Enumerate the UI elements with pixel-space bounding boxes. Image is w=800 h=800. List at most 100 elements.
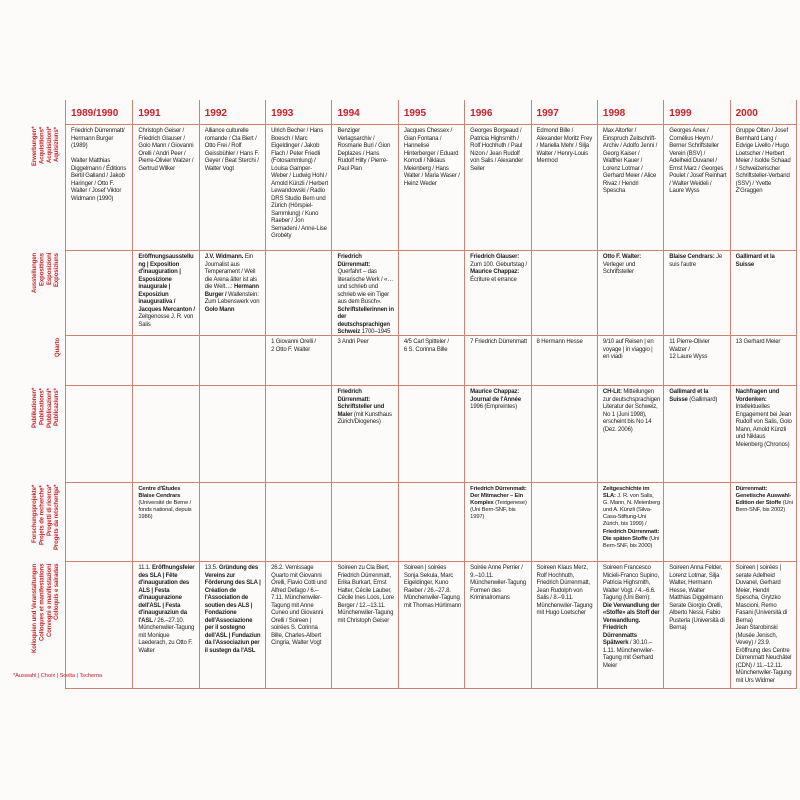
cell-kolloquien-1995: Soireen | soirées Sonja Sekula, Marc Eig… <box>397 561 465 688</box>
cell-text: Jacques Chessex / Gian Fontana / Hanneli… <box>403 128 460 187</box>
cell-quarto-1996: 7 Friedrich Dürrenmatt <box>464 335 531 385</box>
cell-text: (mit Kunsthaus Zürich/Diogenes) <box>337 411 392 426</box>
cell-text-bold: Gallimard et la Suisse <box>735 254 775 268</box>
cell-text: Soireen zu Cla Biert, Friedrich Dürrenma… <box>337 565 394 624</box>
cell-text: 13.5. <box>204 565 219 571</box>
cell-text: 1 Giovanni Orelli / 2 Otto F. Walter <box>271 339 316 353</box>
year-header-1998: 1998 <box>596 100 663 124</box>
cell-ausstellungen-1999: Blaise Cendrars: Je suis l'autre <box>663 250 730 335</box>
cell-ausstellungen-1994: Friedrich Dürrenmatt: Querfahrt – das li… <box>331 250 398 336</box>
cell-text: 11.1. <box>138 565 153 571</box>
cell-text: 8 Hermann Hesse <box>536 339 583 345</box>
cell-publikationen-1991 <box>132 385 199 482</box>
cell-publikationen-2000: Nachfragen und Vordenken: Intellektuelle… <box>729 385 796 482</box>
cell-publikationen-1997 <box>530 385 597 482</box>
cell-text: 1700–1945 <box>360 329 391 335</box>
year-header-1992: 1992 <box>198 100 265 124</box>
cell-text-bold: Maurice Chappaz: <box>470 269 520 275</box>
cell-text: Wallenstein: Zum Lebenswerk von <box>204 291 260 306</box>
cell-ausstellungen-1996: Friedrich Glauser: Zum 100. Geburtstag /… <box>464 250 531 335</box>
row-label-kolloquien: Kolloquien und Veranstaltungen Colloques… <box>32 564 61 654</box>
cell-text-bold: Eröffnungsausstellung | Exposition d'ina… <box>138 254 195 313</box>
cell-quarto-1994: 3 Andri Peer <box>331 335 398 385</box>
cell-text: 26.2. Vernissage Quarto mit Giovanni Ore… <box>271 565 327 646</box>
row-label-ausstellungen: Ausstellungen Expositions Esposizioni Ex… <box>32 253 61 294</box>
cell-kolloquien-1997: Soireen Klaus Merz, Rolf Hochhuth, Fried… <box>530 561 597 688</box>
cell-text: Soireen Klaus Merz, Rolf Hochhuth, Fried… <box>536 565 593 616</box>
cell-text: 7 Friedrich Dürrenmatt <box>470 339 527 345</box>
row-label-quarto: Quarto <box>54 338 61 358</box>
cell-text: Soireen | soirées Sonja Sekula, Marc Eig… <box>403 565 462 609</box>
cell-text: Georges Anex / Cornélius Heym / Berner S… <box>669 128 727 194</box>
cell-forschungsprojekte-1993 <box>265 482 332 561</box>
year-header-1994: 1994 <box>331 100 397 124</box>
cell-ausstellungen-1998: Otto F. Walter: Verleger und Schriftstel… <box>596 250 664 335</box>
cell-publikationen-1998: CH-Lit: Mitteilungen zur deutschsprachig… <box>596 385 664 482</box>
cell-kolloquien-1996: Soirée Anne Perrier / 9.–10.11. Münchenw… <box>464 561 531 688</box>
cell-forschungsprojekte-1998: Zeitgeschichte im SLA: J. R. von Salis, … <box>596 482 664 561</box>
cell-erwerbungen-1994: Benziger Verlagsarchiv / Rosmarie Buri /… <box>331 124 398 250</box>
timeline-grid: 1989/1990 1991 1992 1993 1994 1995 1996 … <box>65 100 797 689</box>
year-header-1993: 1993 <box>265 100 331 124</box>
cell-text-bold: J.V. Widmann. <box>204 254 244 260</box>
year-header-1999: 1999 <box>663 100 729 124</box>
cell-erwerbungen-1995: Jacques Chessex / Gian Fontana / Hanneli… <box>397 124 465 250</box>
cell-ausstellungen-1995 <box>397 250 465 335</box>
cell-ausstellungen-1992: J.V. Widmann. Ein Journalist aus Tempera… <box>198 250 266 335</box>
year-header-1989-1990: 1989/1990 <box>71 108 119 119</box>
cell-forschungsprojekte-1994 <box>331 482 398 561</box>
cell-text: 3 Andri Peer <box>337 339 369 345</box>
cell-erwerbungen-2000: Gruppe Olten / Josef Bernhard Lang / Edv… <box>729 124 796 250</box>
cell-publikationen-1996: Maurice Chappaz: Journal de l'Année 1996… <box>464 385 531 482</box>
cell-quarto-1998: 9/10 auf Reisen | en voyage | in viaggio… <box>596 335 664 385</box>
cell-text-bold: Gründung des Vereins zur Förderung des S… <box>204 565 261 654</box>
cell-text: Zum 100. Geburtstag / <box>470 261 528 268</box>
cell-text: Ein Journalist aus Temperament / Weil di… <box>204 254 257 290</box>
cell-publikationen-1995 <box>397 385 465 482</box>
cell-text: Christoph Geiser / Friedrich Glauser / G… <box>138 128 194 172</box>
cell-ausstellungen-1991: Eröffnungsausstellung | Exposition d'ina… <box>132 250 199 335</box>
year-header-2000: 2000 <box>729 100 796 124</box>
cell-quarto-1992 <box>198 335 266 385</box>
cell-text: Soirée Anne Perrier / 9.–10.11. Münchenw… <box>470 565 527 601</box>
cell-text: Écriture et errance <box>470 276 517 283</box>
cell-kolloquien-1991: 11.1. Eröffnungsfeier des SLA | Fête d'i… <box>132 561 199 688</box>
cell-quarto-1997: 8 Hermann Hesse <box>530 335 597 385</box>
cell-text: Ulrich Becher / Hans Boesch / Marc Eigel… <box>271 128 328 239</box>
cell-text-bold: Otto F. Walter: <box>602 254 642 260</box>
cell-erwerbungen-1992: Alliance culturelle romande / Cla Biert … <box>198 124 266 250</box>
cell-text: / 26.–27.10. Münchenwiler-Tagung mit Mon… <box>138 617 195 654</box>
cell-text: Alliance culturelle romande / Cla Biert … <box>204 128 259 172</box>
cell-forschungsprojekte-1992 <box>198 482 266 561</box>
cell-text: Georges Borgeaud / Patricia Highsmith / … <box>470 128 524 172</box>
cell-text-bold: Schriftstellerinnen in der deutschsprach… <box>337 306 394 336</box>
cell-text-bold: Friedrich Dürrenmatt: Die späten Stoffe <box>602 528 660 542</box>
cell-kolloquien-1998: Soireen Francesco Micieli-Franco Supino,… <box>596 561 664 688</box>
cell-text-bold: Friedrich Dürrenmatt: Der Mitmacher – Ei… <box>470 486 527 507</box>
cell-text: Intellektuelles Engagement bei Jean Rudo… <box>735 404 792 448</box>
cell-text-bold: CH-Lit: <box>602 389 622 395</box>
cell-text: Friedrich Dürrenmatt/ Hermann Burger (19… <box>71 128 127 202</box>
cell-forschungsprojekte-1991: Centre d'Études Blaise Cendrars (Univers… <box>132 482 199 561</box>
cell-text-bold: Zeitgeschichte im SLA: <box>602 486 650 500</box>
cell-text: Soireen | soirées | serate Adelheid Duva… <box>735 565 792 684</box>
cell-text: Max Altorfer / Einspruch Zeitschrift-Arc… <box>602 128 658 194</box>
cell-forschungsprojekte-1995 <box>397 482 465 561</box>
cell-text-bold: Maurice Chappaz: Journal de l'Année <box>470 389 521 403</box>
cell-forschungsprojekte-2000: Dürrenmatt: Genetische Auswahl-Edition d… <box>729 482 796 561</box>
cell-text-bold: Friedrich Dürrenmatt: <box>337 254 371 268</box>
cell-publikationen-1992 <box>198 385 266 482</box>
footnote-auswahl: *Auswahl | Choix | Scelta | Tscherna <box>13 673 103 679</box>
cell-text: J. R. von Salis, G. Mann, N. Meienberg u… <box>602 493 661 528</box>
cell-text: 1996 (Empreintes) <box>470 404 517 410</box>
year-header-1991: 1991 <box>132 100 198 124</box>
row-label-forschungsprojekte: Forschungsprojekte* Projets de recherche… <box>32 485 61 551</box>
cell-forschungsprojekte-1989/1990 <box>66 482 133 561</box>
cell-text: Edmond Bille / Alexander Moritz Frey / M… <box>536 128 593 164</box>
cell-text-bold: Golo Mann <box>204 306 235 313</box>
cell-text: Soireen Francesco Micieli-Franco Supino,… <box>602 565 659 601</box>
cell-publikationen-1993 <box>265 385 332 482</box>
cell-forschungsprojekte-1999 <box>663 482 730 561</box>
cell-kolloquien-1992: 13.5. Gründung des Vereins zur Förderung… <box>198 561 266 688</box>
cell-text: Zeitgenosse J. R. von Salis <box>138 314 194 328</box>
